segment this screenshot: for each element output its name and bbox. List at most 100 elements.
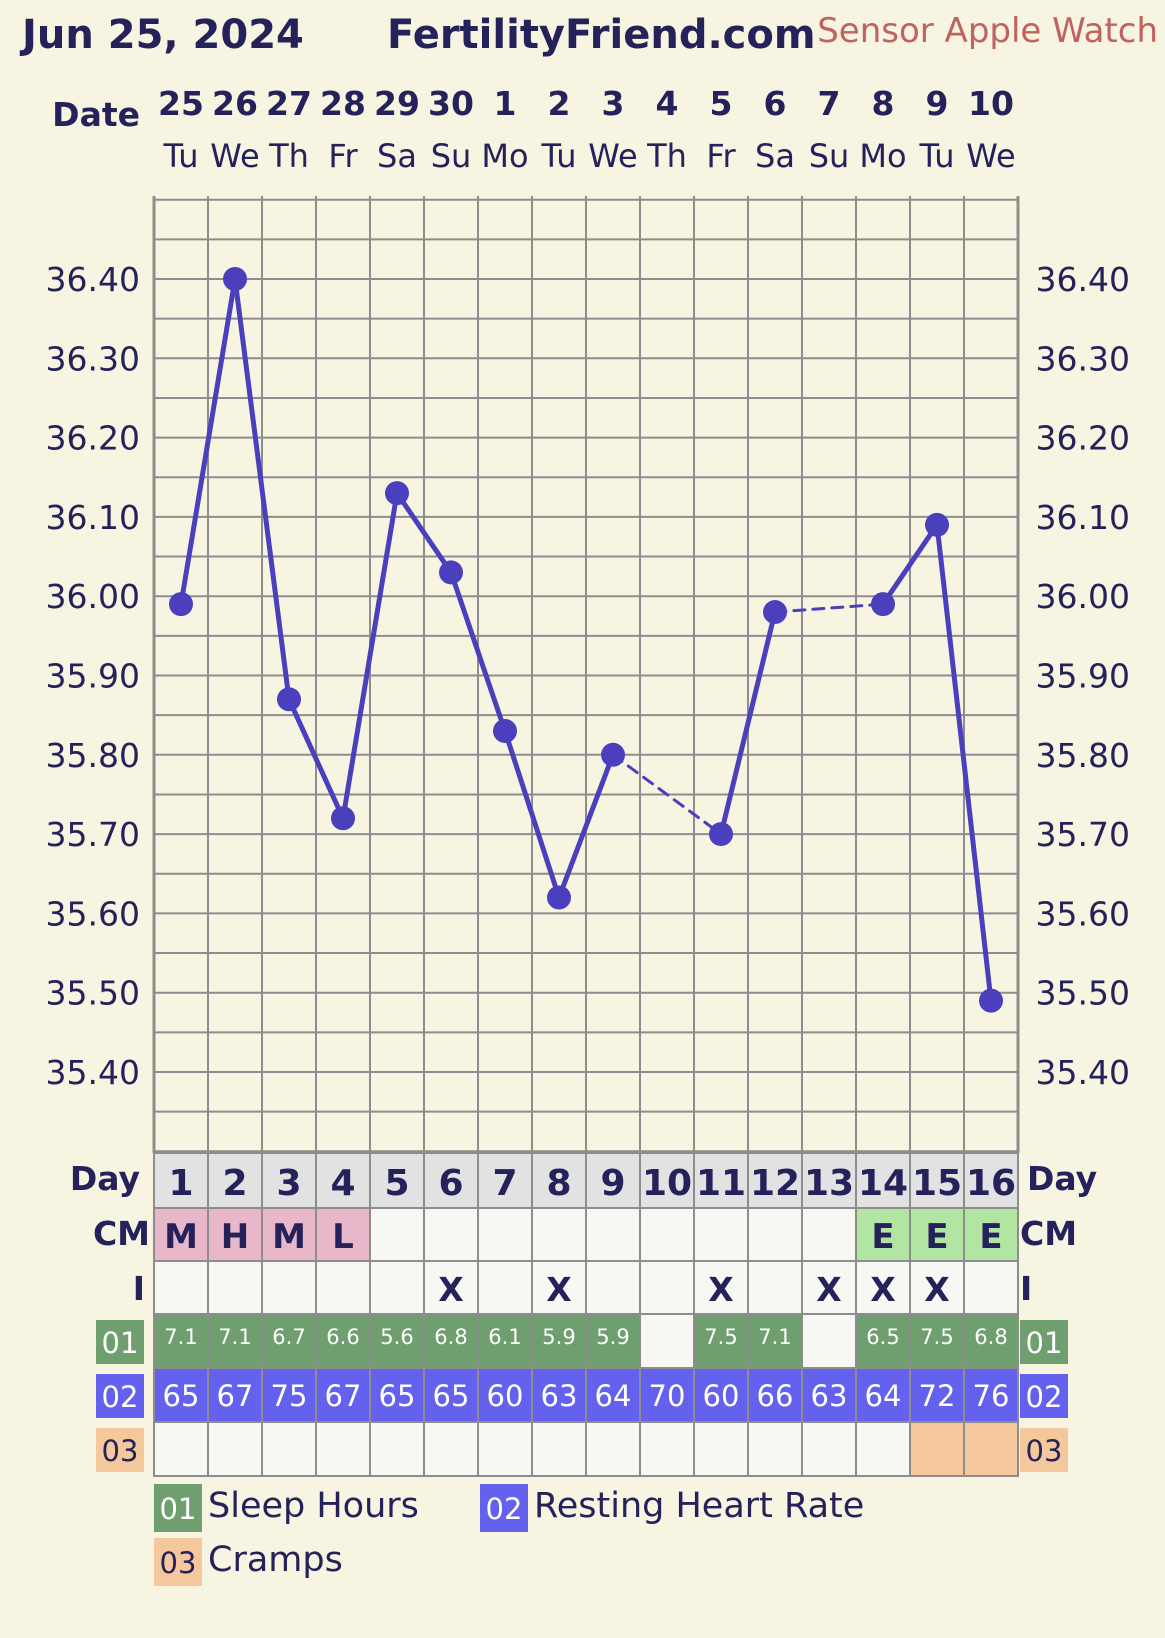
row-code-text: 01 bbox=[1026, 1326, 1063, 1360]
sleep-cell bbox=[855, 1313, 911, 1369]
heart-rate-cell bbox=[207, 1367, 263, 1423]
temperature-point[interactable] bbox=[223, 267, 247, 291]
y-tick-right: 35.80 bbox=[1036, 736, 1130, 775]
weekday-label: Su bbox=[431, 137, 472, 175]
temperature-point[interactable] bbox=[763, 600, 787, 625]
cm-cell bbox=[855, 1207, 911, 1262]
intercourse-mark: X bbox=[438, 1270, 463, 1309]
date-label: 25 bbox=[158, 84, 204, 123]
heart-rate-value: 72 bbox=[919, 1379, 956, 1413]
y-tick-right: 36.20 bbox=[1036, 419, 1130, 458]
cramps-cell bbox=[639, 1421, 695, 1477]
temperature-point[interactable] bbox=[925, 512, 949, 537]
weekday-label: Mo bbox=[859, 137, 906, 175]
cycle-day-label: 5 bbox=[384, 1163, 409, 1204]
weekday-label: We bbox=[966, 137, 1015, 175]
intercourse-cell bbox=[477, 1260, 533, 1315]
temperature-point[interactable] bbox=[277, 687, 301, 712]
day-row-label-right: Day bbox=[1027, 1159, 1097, 1198]
date-label: 5 bbox=[710, 84, 733, 123]
cramps-cell bbox=[801, 1421, 857, 1477]
weekday-label: Mo bbox=[481, 137, 528, 175]
day-cell bbox=[423, 1152, 479, 1209]
weekday-label: Sa bbox=[377, 137, 417, 175]
date-label: 4 bbox=[656, 84, 679, 123]
intercourse-cell bbox=[207, 1260, 263, 1315]
cycle-day-label: 13 bbox=[804, 1163, 854, 1204]
temperature-point[interactable] bbox=[493, 719, 517, 744]
sleep-cell bbox=[801, 1313, 857, 1369]
temperature-segment bbox=[718, 609, 778, 837]
intercourse-cell bbox=[855, 1260, 911, 1315]
temperature-point[interactable] bbox=[979, 988, 1003, 1013]
sleep-value: 7.1 bbox=[218, 1325, 251, 1349]
cramps-cell bbox=[369, 1421, 425, 1477]
intercourse-cell bbox=[315, 1260, 371, 1315]
day-cell bbox=[909, 1152, 965, 1209]
row-code-text: 03 bbox=[1026, 1434, 1063, 1468]
cramps-cell bbox=[153, 1421, 209, 1477]
y-tick-right: 35.60 bbox=[1036, 894, 1130, 933]
cm-cell bbox=[153, 1207, 209, 1262]
row-code-badge-right bbox=[1020, 1428, 1068, 1472]
sleep-cell bbox=[963, 1313, 1019, 1369]
legend-code: 03 bbox=[160, 1546, 197, 1580]
cm-cell bbox=[693, 1207, 749, 1262]
cycle-day-label: 12 bbox=[750, 1163, 800, 1204]
cm-value: M bbox=[164, 1217, 198, 1257]
sleep-value: 6.5 bbox=[866, 1325, 899, 1349]
day-cell bbox=[801, 1152, 857, 1209]
sleep-value: 7.1 bbox=[758, 1325, 791, 1349]
y-tick-left: 35.70 bbox=[46, 815, 140, 854]
temperature-segment bbox=[448, 569, 508, 734]
day-cell bbox=[585, 1152, 641, 1209]
weekday-label: Tu bbox=[919, 137, 955, 175]
intercourse-cell bbox=[261, 1260, 317, 1315]
date-label: 28 bbox=[320, 84, 366, 123]
heart-rate-value: 63 bbox=[541, 1379, 578, 1413]
cm-cell bbox=[963, 1207, 1019, 1262]
intercourse-cell bbox=[747, 1260, 803, 1315]
date-label: 3 bbox=[602, 84, 625, 123]
cm-cell bbox=[801, 1207, 857, 1262]
heart-rate-value: 67 bbox=[217, 1379, 254, 1413]
date-label: 2 bbox=[548, 84, 571, 123]
heart-rate-value: 66 bbox=[757, 1379, 794, 1413]
row-code-text: 01 bbox=[102, 1326, 139, 1360]
legend-label: Resting Heart Rate bbox=[534, 1486, 864, 1526]
temperature-gap-segment bbox=[773, 602, 885, 614]
row-labels: Day Day CM CM I I bbox=[70, 1159, 1097, 1308]
intercourse-cell bbox=[369, 1260, 425, 1315]
cm-cell bbox=[531, 1207, 587, 1262]
cm-cell bbox=[585, 1207, 641, 1262]
date-label: 10 bbox=[968, 84, 1014, 123]
temperature-point[interactable] bbox=[169, 592, 193, 617]
cycle-day-label: 4 bbox=[330, 1163, 355, 1204]
temperature-point[interactable] bbox=[871, 592, 895, 617]
date-row-label: Date bbox=[52, 95, 140, 134]
heart-rate-value: 60 bbox=[703, 1379, 740, 1413]
weekday-label: We bbox=[210, 137, 259, 175]
heart-rate-cell bbox=[531, 1367, 587, 1423]
cramps-cell bbox=[693, 1421, 749, 1477]
cycle-day-label: 1 bbox=[168, 1163, 193, 1204]
y-tick-left: 36.40 bbox=[46, 260, 140, 299]
y-tick-left: 36.10 bbox=[46, 498, 140, 537]
temperature-point[interactable] bbox=[547, 885, 571, 910]
cycle-day-label: 16 bbox=[966, 1163, 1016, 1204]
heart-rate-cell bbox=[369, 1367, 425, 1423]
temperature-point[interactable] bbox=[385, 481, 409, 506]
temperature-point[interactable] bbox=[709, 822, 733, 847]
cramps-cell bbox=[315, 1421, 371, 1477]
temperature-point[interactable] bbox=[439, 560, 463, 585]
cycle-day-label: 9 bbox=[600, 1163, 625, 1204]
cycle-day-label: 2 bbox=[222, 1163, 247, 1204]
temperature-point[interactable] bbox=[331, 806, 355, 831]
row-code-text: 03 bbox=[102, 1434, 139, 1468]
cm-cell bbox=[315, 1207, 371, 1262]
legend-label: Cramps bbox=[208, 1540, 343, 1580]
y-tick-left: 36.30 bbox=[46, 339, 140, 378]
site-name[interactable]: FertilityFriend.com bbox=[387, 12, 816, 58]
temperature-point[interactable] bbox=[601, 742, 625, 767]
